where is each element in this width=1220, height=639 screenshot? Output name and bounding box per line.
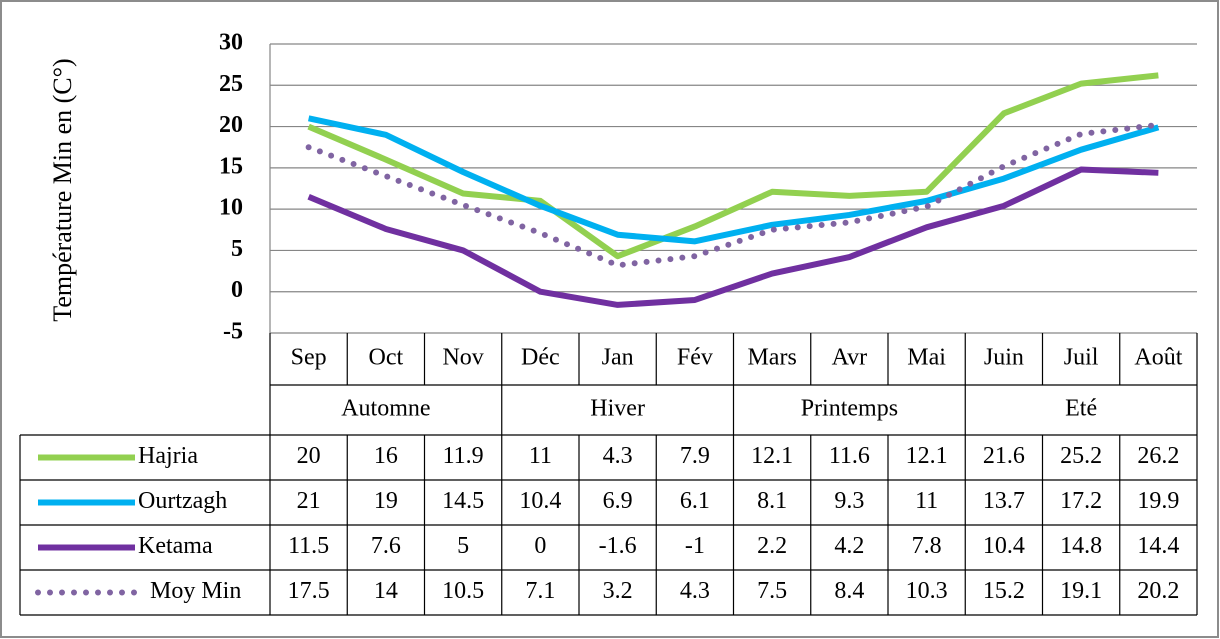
group-label: Eté <box>1065 396 1097 422</box>
y-tick-label: 10 <box>219 195 243 221</box>
x-tick-label: Oct <box>369 345 404 371</box>
group-label: Hiver <box>590 396 645 422</box>
table-value: 17.5 <box>288 578 330 604</box>
table-value: 20.2 <box>1137 578 1179 604</box>
table-value: 11.6 <box>829 443 870 469</box>
table-value: 25.2 <box>1060 443 1102 469</box>
series-line <box>307 72 1159 260</box>
table-value: 13.7 <box>983 488 1025 514</box>
table-value: 17.2 <box>1060 488 1102 514</box>
y-axis-label: Température Min en (C°) <box>48 58 77 321</box>
table-value: 14.8 <box>1060 533 1102 559</box>
series-line <box>307 115 1160 245</box>
x-tick-label: Fév <box>677 345 713 371</box>
y-tick-label: 5 <box>231 236 243 262</box>
table-value: 8.1 <box>757 488 787 514</box>
table-value: 19 <box>374 488 398 514</box>
table-value: 4.2 <box>834 533 864 559</box>
table-value: 19.1 <box>1060 578 1102 604</box>
table-value: 6.9 <box>603 488 633 514</box>
table-value: 21 <box>297 488 321 514</box>
table-value: 7.6 <box>371 533 401 559</box>
table-value: 7.8 <box>912 533 942 559</box>
x-tick-label: Juin <box>984 345 1024 371</box>
x-tick-label: Mars <box>747 345 796 371</box>
legend-label: Ourtzagh <box>138 488 227 514</box>
table-value: 15.2 <box>983 578 1025 604</box>
y-tick-label: 30 <box>219 30 243 56</box>
table-value: 19.9 <box>1137 488 1179 514</box>
table-value: 7.9 <box>680 443 710 469</box>
table-value: 10.3 <box>906 578 948 604</box>
y-tick-label: 20 <box>219 112 243 138</box>
table-value: 14.5 <box>442 488 484 514</box>
table-value: -1.6 <box>599 533 637 559</box>
table-value: 12.1 <box>906 443 948 469</box>
table-value: -1 <box>685 533 705 559</box>
group-label: Printemps <box>801 396 898 422</box>
table-value: 4.3 <box>603 443 633 469</box>
y-tick-label: 15 <box>219 153 243 179</box>
table-value: 10.4 <box>519 488 561 514</box>
x-tick-label: Août <box>1134 345 1182 371</box>
table-value: 14 <box>374 578 398 604</box>
group-label: Automne <box>341 396 430 422</box>
legend-label: Hajria <box>138 443 198 469</box>
table-value: 20 <box>297 443 321 469</box>
table-value: 2.2 <box>757 533 787 559</box>
table-value: 4.3 <box>680 578 710 604</box>
table-value: 16 <box>374 443 398 469</box>
table-value: 11.5 <box>288 533 329 559</box>
table-value: 14.4 <box>1137 533 1179 559</box>
y-tick-label: 0 <box>231 277 243 303</box>
table-value: 26.2 <box>1137 443 1179 469</box>
table-value: 3.2 <box>603 578 633 604</box>
table-value: 7.1 <box>525 578 555 604</box>
table-value: 10.5 <box>442 578 484 604</box>
table-value: 0 <box>534 533 546 559</box>
table-value: 21.6 <box>983 443 1025 469</box>
table-value: 6.1 <box>680 488 710 514</box>
x-tick-label: Jan <box>602 345 634 371</box>
x-tick-label: Avr <box>832 345 868 371</box>
table-value: 7.5 <box>757 578 787 604</box>
table-value: 11 <box>529 443 552 469</box>
table-value: 11.9 <box>443 443 484 469</box>
table-value: 5 <box>457 533 469 559</box>
x-tick-label: Mai <box>907 345 946 371</box>
table-value: 8.4 <box>834 578 864 604</box>
legend-label: Ketama <box>138 533 213 559</box>
legend-label: Moy Min <box>150 578 241 604</box>
table-value: 11 <box>915 488 938 514</box>
x-tick-label: Nov <box>442 345 483 371</box>
y-tick-label: 25 <box>219 71 243 97</box>
y-tick-label: -5 <box>223 319 243 345</box>
x-tick-label: Déc <box>521 345 560 371</box>
series-line <box>307 166 1159 308</box>
table-value: 9.3 <box>834 488 864 514</box>
x-tick-label: Sep <box>291 345 327 371</box>
table-value: 12.1 <box>751 443 793 469</box>
x-tick-label: Juil <box>1064 345 1099 371</box>
table-value: 10.4 <box>983 533 1025 559</box>
